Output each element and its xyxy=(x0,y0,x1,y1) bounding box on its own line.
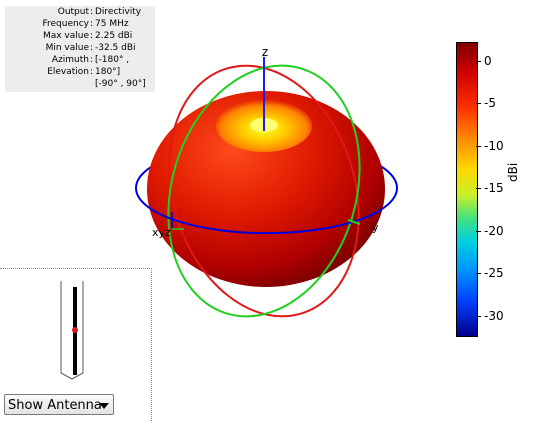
y-axis-marker xyxy=(347,219,361,225)
colorbar-tick-label: -10 xyxy=(484,139,504,153)
info-row: Frequency: 75 MHz xyxy=(42,19,129,29)
antenna-frame-outline xyxy=(60,281,84,380)
colorbar-tick xyxy=(476,188,481,189)
colorbar-tick-label: -25 xyxy=(484,266,504,280)
z-axis-label: z xyxy=(262,45,268,59)
info-key: Max value xyxy=(42,31,89,41)
info-row: Max value: 2.25 dBi xyxy=(42,31,133,41)
antenna-preview-panel xyxy=(0,268,152,421)
elevation-ring-red xyxy=(168,64,360,318)
colorbar-tick xyxy=(476,231,481,232)
info-value: 180°] xyxy=(95,67,121,77)
info-value: [-90° , 90°] xyxy=(95,79,146,89)
colorbar-tick xyxy=(476,103,481,104)
info-panel: Output: Directivity Frequency: 75 MHz Ma… xyxy=(5,6,155,92)
chevron-down-icon xyxy=(99,403,109,409)
colorbar-tick xyxy=(476,146,481,147)
antenna-preview xyxy=(60,281,84,380)
info-key: Frequency xyxy=(42,19,90,29)
info-value: [-180° , xyxy=(95,55,130,65)
origin-labels: xyz xyxy=(152,226,171,239)
colorbar-tick-label: -30 xyxy=(484,309,504,323)
info-key: Elevation xyxy=(47,67,89,77)
info-value: 2.25 dBi xyxy=(95,31,133,41)
info-row: [-90° , 90°] xyxy=(5,78,155,90)
feed-point xyxy=(72,327,78,333)
colorbar-tick xyxy=(476,273,481,274)
colorbar-tick-label: 0 xyxy=(484,54,492,68)
info-value: -32.5 dBi xyxy=(95,43,136,53)
colorbar-tick-label: -5 xyxy=(484,96,496,110)
info-key: Min value xyxy=(45,43,89,53)
colorbar-tick-label: -20 xyxy=(484,224,504,238)
info-row: Azimuth: [-180° , xyxy=(51,55,130,65)
info-value: Directivity xyxy=(95,7,142,17)
colorbar xyxy=(456,42,478,337)
colorbar-unit-label: dBi xyxy=(506,162,520,182)
info-key: Azimuth xyxy=(51,55,89,65)
info-key: Output xyxy=(57,7,89,17)
info-value: 75 MHz xyxy=(95,19,129,29)
colorbar-tick xyxy=(476,61,481,62)
azimuth-ring-front xyxy=(135,187,398,235)
info-row: Output: Directivity xyxy=(57,7,142,17)
colorbar-tick-label: -15 xyxy=(484,181,504,195)
colorbar-tick xyxy=(476,316,481,317)
origin-x xyxy=(159,228,173,234)
show-antenna-select-label: Show Antenna xyxy=(8,398,102,413)
y-axis-label: y xyxy=(372,221,379,234)
info-row: Min value: -32.5 dBi xyxy=(45,43,136,53)
pattern-surface xyxy=(147,91,385,287)
show-antenna-select[interactable]: Show Antenna xyxy=(4,394,114,415)
info-row: Elevation: 180°] xyxy=(47,67,121,77)
elevation-ring-green xyxy=(167,64,361,318)
